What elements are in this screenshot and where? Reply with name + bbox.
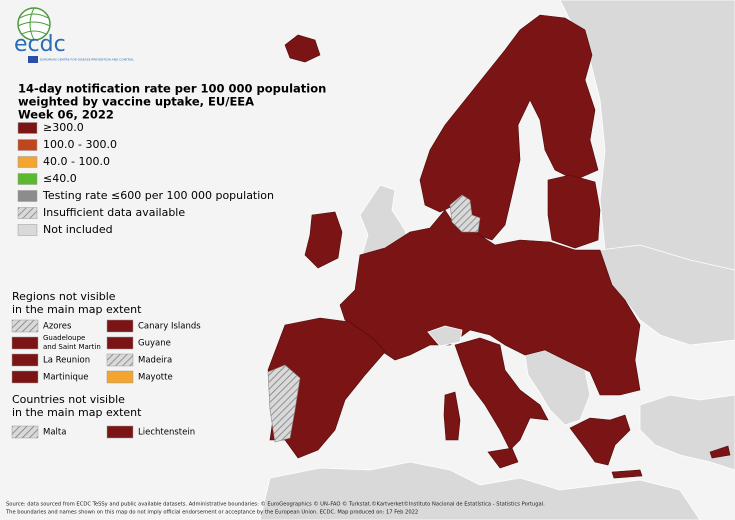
legend-swatch (17, 139, 38, 151)
legend-label: ≥300.0 (43, 121, 84, 134)
legend-label: 100.0 - 300.0 (43, 138, 117, 151)
logo-globe-lines (17, 7, 51, 41)
italy (454, 337, 549, 451)
item-label: Liechtenstein (138, 428, 195, 438)
turkey (639, 394, 735, 471)
legend-label: Testing rate ≤600 per 100 000 population (42, 189, 274, 202)
cyprus (709, 445, 731, 459)
baltics (547, 174, 601, 249)
item-label: La Reunion (43, 356, 90, 366)
item-swatch (106, 425, 134, 439)
item-label: Guadeloupe (43, 334, 85, 342)
item-label: Guyane (138, 339, 171, 349)
portugal (267, 364, 301, 443)
legend-swatch (17, 173, 38, 185)
ireland (304, 211, 343, 269)
legend-label: 40.0 - 100.0 (43, 155, 110, 168)
item-swatch (106, 353, 134, 367)
sicily (487, 447, 519, 469)
logo-caption: EUROPEAN CENTRE FOR DISEASE PREVENTION A… (40, 58, 134, 62)
item-label: and Saint Martin (43, 343, 101, 351)
logo-text: ecdc (14, 32, 66, 57)
item-swatch (106, 319, 134, 333)
item-swatch (11, 336, 39, 350)
switzerland (427, 325, 463, 347)
legend-swatch (17, 224, 38, 236)
footer-note: The boundaries and names shown on this m… (5, 510, 418, 516)
africa (259, 461, 701, 520)
section-title: in the main map extent (12, 406, 142, 419)
item-swatch (11, 319, 39, 333)
sardinia-corsica (443, 391, 461, 441)
legend-swatch (17, 156, 38, 168)
eu-flag (28, 56, 38, 63)
svalbard (284, 34, 321, 63)
crete (611, 469, 643, 479)
section-title: in the main map extent (12, 303, 142, 316)
item-label: Madeira (138, 356, 172, 366)
mainland (339, 209, 641, 396)
legend-swatch (17, 207, 38, 219)
legend-title: weighted by vaccine uptake, EU/EEA (18, 95, 254, 109)
item-label: Martinique (43, 373, 89, 383)
legend-area: 14-day notification rate per 100 000 pop… (5, 82, 545, 516)
legend-swatch (17, 122, 38, 134)
section-title: Regions not visible (12, 290, 116, 303)
denmark (449, 194, 481, 233)
item-swatch (106, 336, 134, 350)
legend-label: Insufficient data available (43, 206, 185, 219)
legend-label: ≤40.0 (43, 172, 77, 185)
item-label: Azores (43, 322, 72, 332)
item-swatch (11, 370, 39, 384)
legend-swatch (17, 190, 38, 202)
item-swatch (106, 370, 134, 384)
item-label: Malta (43, 428, 66, 438)
footer-note: Source: data sourced from ECDC TeSSy and… (6, 501, 545, 508)
logo: ecdc EUROPEAN CENTRE FOR DISEASE PREVENT… (14, 7, 134, 63)
greece (569, 414, 631, 466)
legend-title: Week 06, 2022 (18, 108, 114, 122)
legend-label: Not included (43, 223, 113, 236)
section-title: Countries not visible (12, 393, 125, 406)
legend-title: 14-day notification rate per 100 000 pop… (18, 82, 326, 96)
item-swatch (11, 425, 39, 439)
item-label: Mayotte (138, 373, 173, 383)
basemap (259, 0, 735, 520)
scandinavia (419, 14, 599, 241)
item-label: Canary Islands (138, 322, 201, 332)
item-swatch (11, 353, 39, 367)
